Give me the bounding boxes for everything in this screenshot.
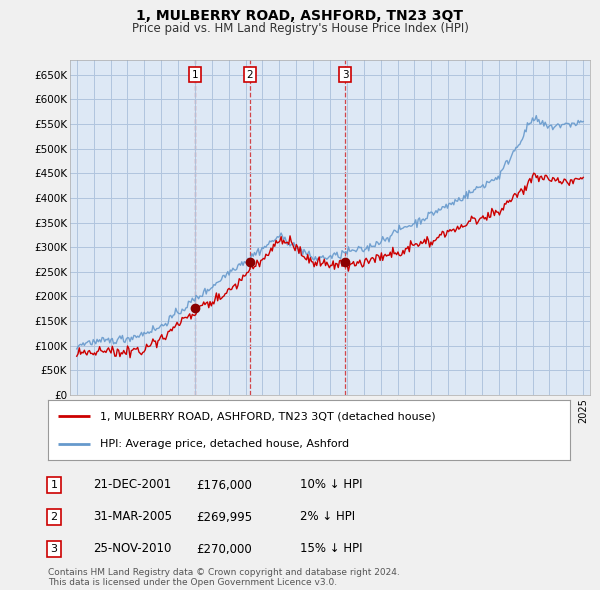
Text: 21-DEC-2001: 21-DEC-2001 (93, 478, 171, 491)
Text: 2% ↓ HPI: 2% ↓ HPI (300, 510, 355, 523)
Text: 3: 3 (50, 544, 58, 554)
Text: £270,000: £270,000 (196, 542, 252, 556)
Text: 25-NOV-2010: 25-NOV-2010 (93, 542, 172, 556)
Text: HPI: Average price, detached house, Ashford: HPI: Average price, detached house, Ashf… (100, 439, 349, 449)
Text: £269,995: £269,995 (196, 510, 252, 523)
Text: £176,000: £176,000 (196, 478, 252, 491)
Text: 1: 1 (50, 480, 58, 490)
Text: 2: 2 (50, 512, 58, 522)
Text: 10% ↓ HPI: 10% ↓ HPI (300, 478, 362, 491)
Text: 31-MAR-2005: 31-MAR-2005 (93, 510, 172, 523)
Text: Contains HM Land Registry data © Crown copyright and database right 2024.
This d: Contains HM Land Registry data © Crown c… (48, 568, 400, 587)
Text: 2: 2 (247, 70, 253, 80)
Text: 1: 1 (191, 70, 198, 80)
Text: 3: 3 (342, 70, 349, 80)
Text: 15% ↓ HPI: 15% ↓ HPI (300, 542, 362, 556)
Text: 1, MULBERRY ROAD, ASHFORD, TN23 3QT (detached house): 1, MULBERRY ROAD, ASHFORD, TN23 3QT (det… (100, 411, 436, 421)
Text: 1, MULBERRY ROAD, ASHFORD, TN23 3QT: 1, MULBERRY ROAD, ASHFORD, TN23 3QT (137, 9, 464, 23)
Text: Price paid vs. HM Land Registry's House Price Index (HPI): Price paid vs. HM Land Registry's House … (131, 22, 469, 35)
